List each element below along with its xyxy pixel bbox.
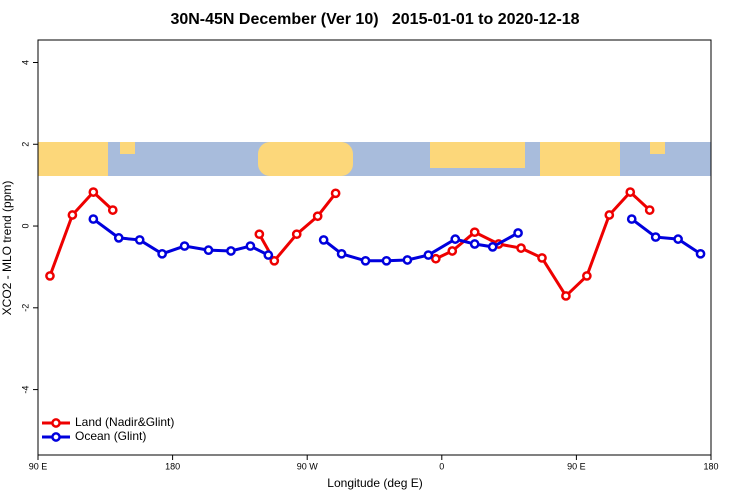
y-axis-title: XCO2 - MLO trend (ppm) — [0, 181, 14, 316]
data-point — [513, 228, 523, 238]
data-point — [318, 235, 329, 245]
data-point — [134, 235, 145, 245]
x-tick-label: 90 E — [567, 461, 586, 471]
x-tick-label: 180 — [703, 461, 718, 471]
map-band — [38, 142, 711, 176]
data-point — [291, 229, 302, 240]
data-point — [402, 255, 413, 265]
data-point — [245, 241, 256, 251]
data-point — [516, 243, 526, 253]
data-point — [157, 248, 167, 259]
data-point — [469, 227, 480, 238]
x-tick-label: 90 W — [297, 461, 319, 471]
data-point — [254, 229, 265, 240]
data-point — [179, 241, 190, 251]
data-point — [487, 242, 498, 252]
legend-marker — [51, 432, 61, 442]
data-point — [88, 214, 99, 224]
data-point — [312, 211, 323, 222]
plot-frame — [37, 39, 712, 456]
y-tick-label: 2 — [20, 142, 30, 147]
data-point — [67, 210, 78, 220]
legend-marker — [51, 418, 61, 428]
data-point — [381, 255, 392, 266]
data-point — [650, 232, 661, 242]
data-point — [203, 245, 214, 256]
y-tick-label: 4 — [20, 60, 30, 65]
data-point — [226, 246, 236, 256]
data-point — [269, 255, 280, 266]
x-tick-label: 180 — [165, 461, 180, 471]
chart-title: 30N-45N December (Ver 10) 2015-01-01 to … — [170, 11, 579, 28]
data-point — [561, 291, 571, 301]
data-point — [644, 205, 655, 215]
data-point — [107, 205, 118, 215]
data-point — [113, 233, 124, 243]
data-point — [469, 239, 480, 249]
data-point — [626, 214, 637, 224]
data-point — [330, 188, 341, 199]
series-line — [92, 217, 702, 263]
data-point — [450, 234, 461, 244]
x-tick-label: 0 — [439, 461, 444, 471]
data-point — [695, 248, 706, 259]
data-point — [263, 250, 274, 260]
x-tick-label: 90 E — [29, 461, 48, 471]
data-point — [430, 253, 441, 264]
data-point — [673, 234, 683, 244]
data-point — [625, 187, 636, 197]
y-tick-label: -2 — [20, 304, 30, 312]
y-tick-label: 0 — [20, 224, 30, 229]
y-tick-label: -4 — [20, 386, 30, 394]
data-point — [360, 255, 371, 266]
data-point — [423, 250, 434, 260]
legend-label: Land (Nadir&Glint) — [75, 415, 174, 429]
data-point — [537, 253, 547, 263]
data-point — [604, 210, 615, 220]
data-point — [336, 248, 347, 259]
data-point — [45, 271, 55, 281]
legend-label: Ocean (Glint) — [75, 429, 146, 443]
x-axis-title: Longitude (deg E) — [327, 476, 422, 490]
data-point — [447, 246, 458, 256]
data-point — [582, 271, 592, 281]
data-point — [88, 187, 99, 197]
